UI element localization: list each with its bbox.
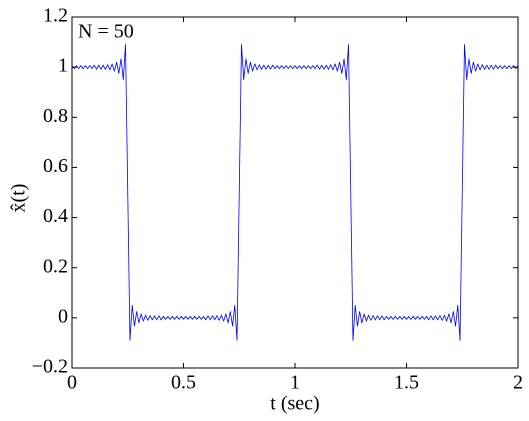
y-tick-label: 0.2 — [43, 255, 68, 277]
x-tick-label: 1.5 — [394, 372, 419, 394]
y-tick-label: 1 — [58, 55, 68, 77]
x-tick-label: 0.5 — [171, 372, 196, 394]
y-tick-label: 1.2 — [43, 5, 68, 27]
y-tick-label: 0.6 — [43, 155, 68, 177]
annotation: N = 50 — [78, 21, 134, 43]
x-tick-label: 2 — [513, 372, 523, 394]
y-tick-label: −0.2 — [32, 356, 68, 378]
signal-line — [71, 44, 519, 341]
x-tick-label: 0 — [67, 372, 77, 394]
data-layer — [71, 44, 519, 341]
x-axis-label: t (sec) — [270, 393, 319, 415]
y-tick-label: 0.4 — [43, 205, 68, 227]
x-tick-label: 1 — [290, 372, 300, 394]
y-tick-label: 0 — [58, 305, 68, 327]
y-axis-label: x̂(t) — [8, 184, 30, 213]
y-tick-label: 0.8 — [43, 105, 68, 127]
axes-box — [71, 16, 519, 369]
plot-area — [72, 17, 518, 368]
